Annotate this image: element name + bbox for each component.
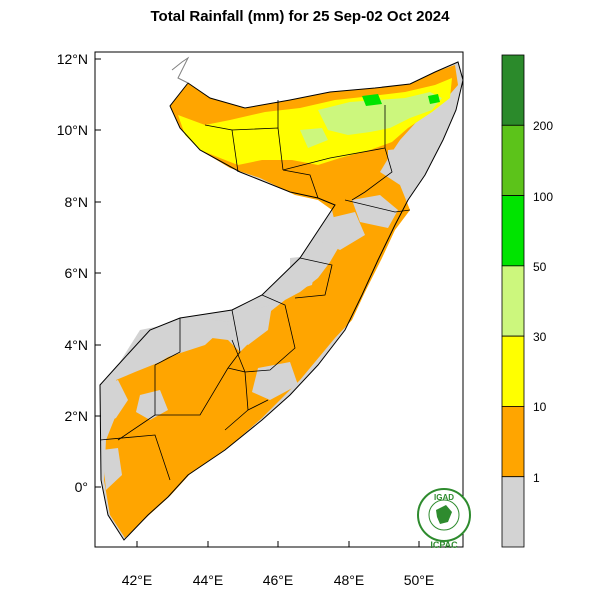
colorbar-label: 1 <box>533 471 540 485</box>
y-tick-label: 0° <box>75 479 88 495</box>
colorbar-label: 10 <box>533 400 547 414</box>
region-dry-patch <box>118 318 230 368</box>
region-dry-patch <box>252 362 298 400</box>
region-very-heavy-rain <box>428 94 440 104</box>
region-heavy-rain <box>300 128 328 148</box>
colorbar-swatch <box>501 335 525 407</box>
region-light-rain <box>104 65 458 538</box>
colorbar <box>501 54 525 548</box>
rainfall-map <box>99 56 464 541</box>
x-tick-label: 48°E <box>334 572 365 588</box>
x-tick-label: 46°E <box>263 572 294 588</box>
colorbar-swatch <box>501 54 525 126</box>
x-tick-label: 42°E <box>122 572 153 588</box>
y-tick-label: 10°N <box>57 122 88 138</box>
region-dry-patch <box>290 255 318 292</box>
x-tick-label: 50°E <box>404 572 435 588</box>
colorbar-label: 30 <box>533 330 547 344</box>
region-dry-patch <box>100 380 128 425</box>
region-dry-patch <box>235 305 272 345</box>
neighbor-border <box>171 56 190 84</box>
region-dry-patch <box>136 390 168 420</box>
colorbar-swatch <box>501 265 525 337</box>
y-tick-label: 4°N <box>65 337 89 353</box>
region-dry-patch <box>102 448 122 490</box>
logo-bottom-text: ICPAC <box>430 540 458 550</box>
colorbar-swatch <box>501 476 525 548</box>
x-axis <box>136 541 420 547</box>
admin-boundaries <box>99 100 411 481</box>
country-border <box>99 61 464 541</box>
y-tick-label: 6°N <box>65 265 89 281</box>
y-tick-label: 8°N <box>65 194 89 210</box>
y-tick-label: 2°N <box>65 408 89 424</box>
colorbar-swatch <box>501 195 525 267</box>
colorbar-swatch <box>501 124 525 196</box>
region-dry-patch <box>322 212 365 250</box>
region-heavy-rain <box>318 92 442 135</box>
logo-top-text: IGAD <box>434 493 454 502</box>
map-title: Total Rainfall (mm) for 25 Sep-02 Oct 20… <box>150 8 450 25</box>
colorbar-label: 200 <box>533 119 553 133</box>
region-dry-patch <box>352 195 398 228</box>
y-axis <box>95 58 101 488</box>
colorbar-label: 50 <box>533 260 547 274</box>
y-tick-label: 12°N <box>57 51 88 67</box>
x-tick-label: 44°E <box>193 572 224 588</box>
region-very-heavy-rain <box>362 94 382 106</box>
colorbar-label: 100 <box>533 190 553 204</box>
icpac-logo: IGAD ICPAC <box>417 488 471 550</box>
colorbar-swatch <box>501 406 525 478</box>
region-dry-patch <box>388 148 420 178</box>
